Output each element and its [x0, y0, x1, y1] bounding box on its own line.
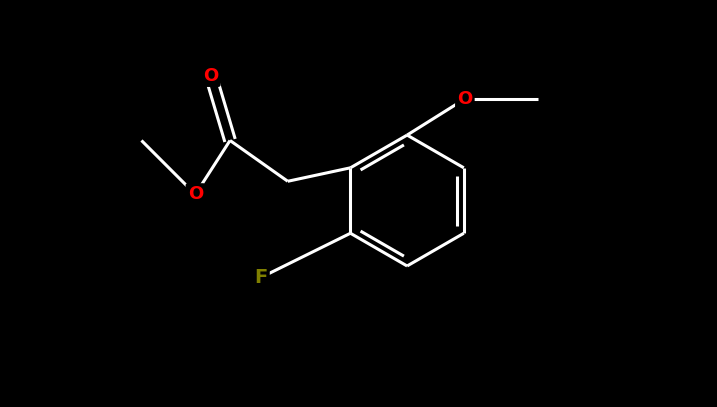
- Text: O: O: [203, 67, 219, 85]
- Text: O: O: [188, 185, 203, 204]
- Text: F: F: [255, 268, 267, 287]
- Text: O: O: [457, 90, 473, 108]
